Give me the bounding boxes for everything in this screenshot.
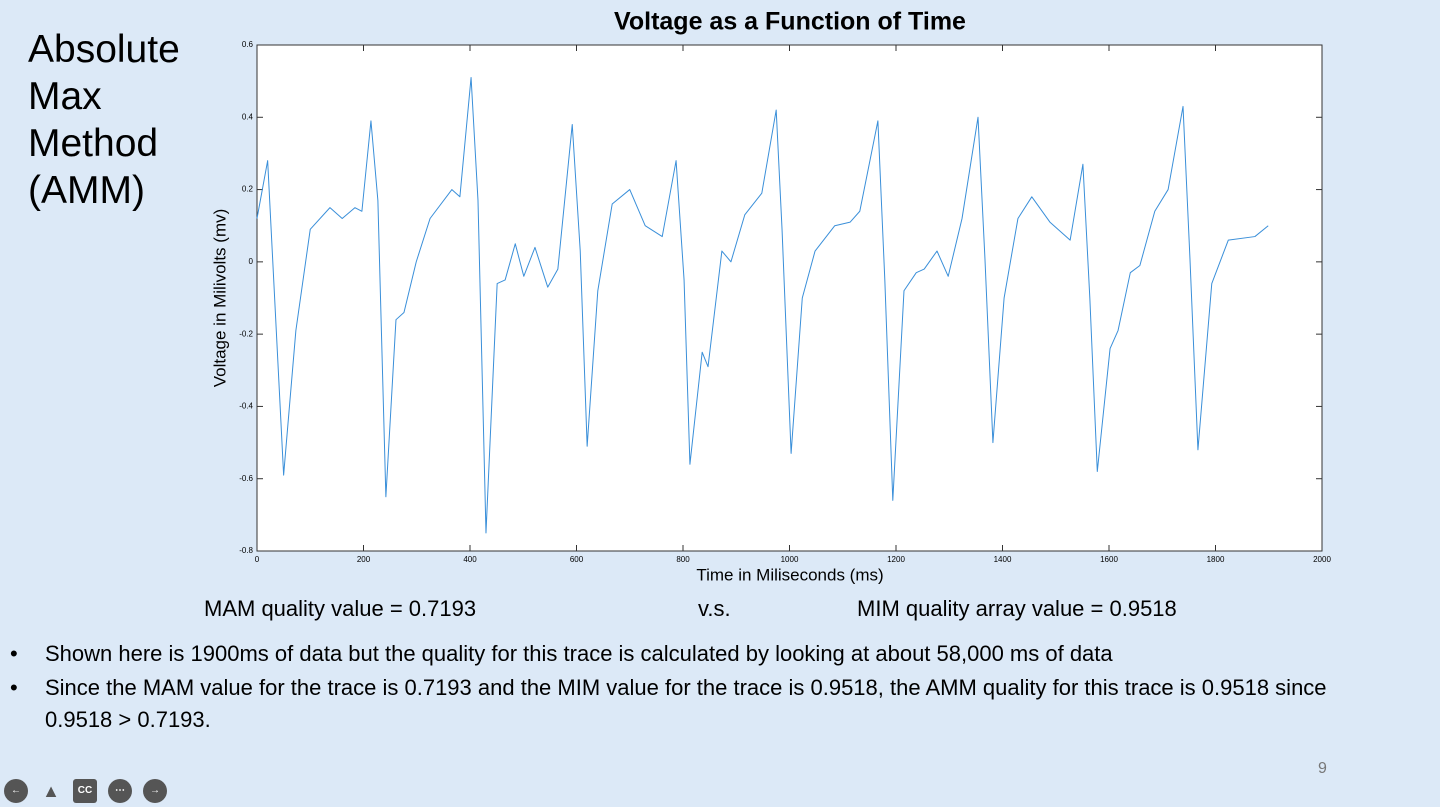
x-tick-label: 1600 xyxy=(1100,555,1118,564)
bullet-list: Shown here is 1900ms of data but the qua… xyxy=(8,638,1388,738)
y-tick-label: 0 xyxy=(249,257,254,266)
x-axis-label: Time in Miliseconds (ms) xyxy=(696,565,883,584)
y-tick-label: -0.2 xyxy=(239,329,253,338)
versus: v.s. xyxy=(698,596,731,621)
x-tick-label: 1400 xyxy=(994,555,1012,564)
x-tick-label: 200 xyxy=(357,555,371,564)
more-button[interactable]: ⋯ xyxy=(108,779,132,803)
pointer-button[interactable]: ▲ xyxy=(42,781,60,801)
page-number: 9 xyxy=(1318,760,1327,777)
plot-area xyxy=(256,44,1323,552)
y-tick-label: 0.4 xyxy=(242,112,254,121)
chart: Voltage as a Function of Time Time in Mi… xyxy=(210,8,1331,585)
slide-title: Absolute Max Method (AMM) xyxy=(28,28,180,212)
x-tick-label: 600 xyxy=(570,555,584,564)
mam-value: MAM quality value = 0.7193 xyxy=(204,596,477,621)
y-tick-label: 0.2 xyxy=(242,185,254,194)
data-line xyxy=(256,77,1269,534)
mim-value: MIM quality array value = 0.9518 xyxy=(857,596,1177,621)
x-tick-label: 1000 xyxy=(781,555,799,564)
next-button[interactable]: → xyxy=(143,779,167,803)
prev-button[interactable]: ← xyxy=(4,779,28,803)
bullet: Since the MAM value for the trace is 0.7… xyxy=(8,672,1388,736)
x-tick-label: 800 xyxy=(676,555,690,564)
bullet: Shown here is 1900ms of data but the qua… xyxy=(8,638,1388,670)
y-tick-label: -0.4 xyxy=(239,402,253,411)
y-tick-label: -0.8 xyxy=(239,546,253,555)
x-tick-label: 2000 xyxy=(1313,555,1331,564)
y-axis-label: Voltage in Milivolts (mv) xyxy=(210,209,229,388)
captions-button[interactable]: CC xyxy=(73,779,97,803)
x-tick-label: 0 xyxy=(255,555,260,564)
chart-title: Voltage as a Function of Time xyxy=(614,8,966,36)
x-tick-label: 400 xyxy=(463,555,477,564)
y-tick-label: 0.6 xyxy=(242,40,254,49)
x-tick-label: 1200 xyxy=(887,555,905,564)
x-tick-label: 1800 xyxy=(1207,555,1225,564)
y-tick-label: -0.6 xyxy=(239,474,253,483)
